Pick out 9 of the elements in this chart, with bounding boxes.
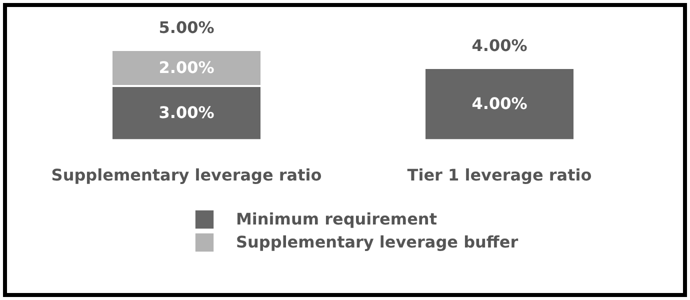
data-label: 2.00% [158, 58, 214, 78]
data-label: 4.00% [472, 94, 528, 114]
x-tick-label: Tier 1 leverage ratio [407, 166, 592, 184]
x-tick-label: Supplementary leverage ratio [51, 166, 322, 184]
total-label: 4.00% [472, 36, 528, 56]
legend-label: Supplementary leverage buffer [236, 232, 518, 252]
total-label: 5.00% [158, 18, 214, 38]
data-label: 3.00% [158, 103, 214, 122]
legend-label: Minimum requirement [236, 210, 438, 228]
